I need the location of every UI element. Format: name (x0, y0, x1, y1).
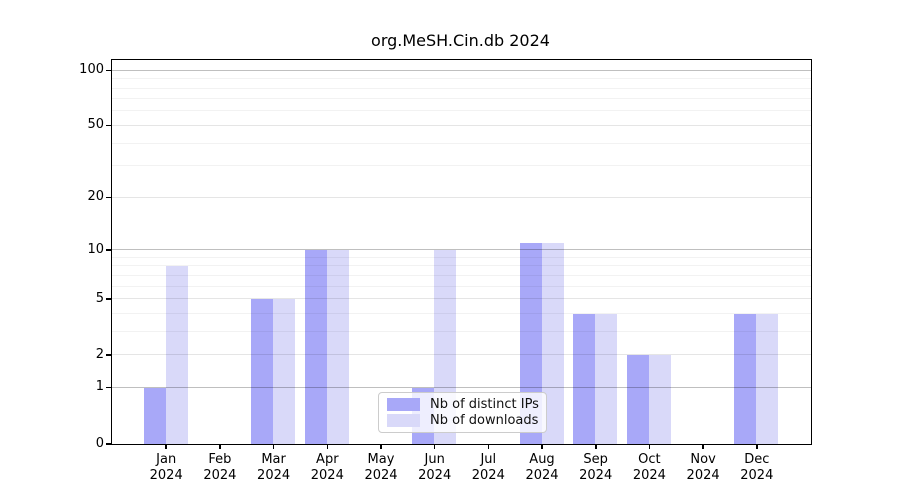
bar-jan-downloads (165, 266, 188, 444)
x-tick-label-oct: Oct 2024 (632, 452, 666, 483)
legend: Nb of distinct IPs Nb of downloads (378, 392, 547, 433)
x-tick-label-may: May 2024 (364, 452, 398, 483)
distinct-ips-swatch (387, 398, 420, 412)
gridline-100 (112, 69, 811, 71)
gridline-10 (112, 249, 811, 250)
bar-aug-downloads (541, 243, 564, 444)
legend-item-downloads: Nb of downloads (387, 413, 538, 428)
y-tick-label-100: 100 (79, 62, 104, 78)
gridline-4 (112, 312, 811, 314)
x-tick-mark-feb (219, 445, 221, 449)
gridline-8 (112, 265, 811, 267)
bar-sep-distinct-ips (573, 313, 596, 444)
bar-oct-downloads (648, 355, 671, 444)
x-tick-mark-jun (433, 445, 436, 449)
legend-label-downloads: Nb of downloads (430, 412, 539, 428)
y-tick-mark-2 (106, 354, 111, 356)
x-tick-mark-jul (487, 445, 490, 449)
x-tick-label-apr: Apr 2024 (310, 452, 344, 483)
bar-jan-distinct-ips (143, 387, 166, 444)
y-tick-mark-10 (106, 249, 111, 251)
bar-dec-downloads (756, 313, 779, 444)
x-tick-mark-jan (165, 445, 167, 449)
x-tick-mark-apr (326, 445, 328, 449)
y-tick-mark-1 (106, 386, 111, 389)
bar-mar-distinct-ips (251, 299, 274, 444)
gridline-50 (112, 124, 811, 126)
bar-apr-distinct-ips (304, 250, 327, 444)
x-tick-mark-dec (756, 445, 758, 449)
downloads-swatch (387, 413, 420, 427)
x-tick-mark-nov (702, 445, 704, 449)
y-tick-label-10: 10 (87, 241, 104, 257)
plot-area (111, 59, 812, 445)
legend-label-distinct-ips: Nb of distinct IPs (430, 397, 539, 413)
x-tick-label-feb: Feb 2024 (203, 452, 237, 483)
y-tick-label-0: 0 (95, 435, 104, 451)
x-tick-label-aug: Aug 2024 (525, 452, 559, 483)
y-tick-label-5: 5 (95, 290, 104, 306)
y-tick-label-1: 1 (95, 379, 104, 395)
x-tick-label-jan: Jan 2024 (149, 452, 183, 483)
bar-oct-distinct-ips (626, 355, 649, 444)
gridline-6 (112, 285, 811, 287)
chart-title: org.MeSH.Cin.db 2024 (371, 31, 550, 50)
x-tick-mark-aug (541, 445, 543, 449)
x-tick-mark-oct (648, 445, 651, 449)
gridline-80 (112, 87, 811, 89)
x-tick-mark-sep (595, 445, 597, 449)
gridline-1 (112, 386, 811, 388)
x-tick-label-dec: Dec 2024 (740, 452, 774, 483)
gridline-30 (112, 165, 811, 167)
y-tick-label-50: 50 (87, 117, 104, 133)
gridline-7 (112, 274, 811, 276)
y-tick-mark-0 (106, 443, 111, 445)
gridline-2 (112, 354, 811, 356)
gridline-90 (112, 78, 811, 80)
x-tick-label-sep: Sep 2024 (579, 452, 613, 483)
y-tick-label-2: 2 (95, 346, 104, 362)
y-tick-label-20: 20 (87, 189, 104, 205)
x-tick-mark-may (380, 445, 382, 449)
gridline-20 (112, 196, 811, 198)
bar-sep-downloads (595, 313, 618, 444)
y-tick-mark-5 (106, 298, 111, 300)
gridline-60 (112, 110, 811, 112)
gridline-3 (112, 330, 811, 332)
x-tick-label-jun: Jun 2024 (418, 452, 452, 483)
y-tick-mark-100 (106, 69, 111, 72)
x-tick-label-nov: Nov 2024 (686, 452, 720, 483)
y-tick-mark-20 (106, 196, 111, 199)
gridline-9 (112, 256, 811, 258)
y-tick-mark-50 (106, 124, 111, 127)
bar-mar-downloads (273, 299, 296, 444)
gridline-40 (112, 142, 811, 144)
x-tick-mark-mar (272, 445, 275, 449)
gridline-5 (112, 298, 811, 299)
x-tick-label-jul: Jul 2024 (471, 452, 505, 483)
gridline-70 (112, 98, 811, 100)
bar-dec-distinct-ips (734, 313, 757, 444)
bar-apr-downloads (326, 250, 349, 444)
legend-item-distinct-ips: Nb of distinct IPs (387, 397, 539, 413)
x-tick-label-mar: Mar 2024 (257, 452, 291, 483)
